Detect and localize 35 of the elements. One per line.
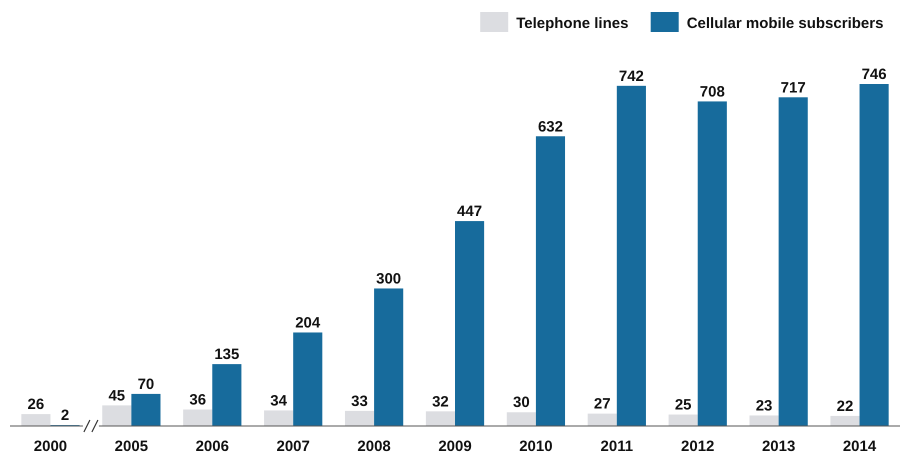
data-label: 36 [189,391,206,408]
data-label: 742 [618,68,644,85]
data-label: 717 [780,79,806,96]
data-label: 447 [457,203,482,220]
data-label: 33 [351,392,368,410]
data-label: 30 [513,394,530,412]
data-label: 300 [376,270,402,288]
data-label: 135 [214,346,240,364]
x-tick-label: 2008 [357,438,391,455]
data-label: 34 [270,392,288,410]
x-tick-label: 2007 [276,438,310,455]
data-label: 23 [756,397,772,414]
data-label: 746 [862,66,887,83]
x-tick-label: 2013 [762,438,796,455]
legend-label: Cellular mobile subscribers [686,15,884,32]
data-label: 70 [138,376,154,393]
x-tick-label: 2005 [114,438,148,455]
x-tick-label: 2011 [600,438,634,455]
data-label: 204 [295,314,321,332]
x-tick-label: 2000 [34,438,68,455]
data-label: 708 [700,83,725,100]
x-tick-label: 2010 [519,438,553,455]
data-label: 632 [538,118,563,136]
x-tick-label: 2012 [681,438,714,455]
data-label: 2 [60,407,70,424]
data-label: 25 [674,396,692,414]
data-label: 32 [432,393,449,410]
x-tick-label: 2006 [196,438,229,455]
data-label: 22 [836,398,854,415]
data-label: 26 [28,396,44,414]
data-label: 27 [594,396,611,413]
data-label: 45 [108,387,126,404]
x-tick-label: 2014 [842,438,877,455]
legend-label: Telephone lines [516,15,628,32]
x-tick-label: 2009 [438,438,472,455]
